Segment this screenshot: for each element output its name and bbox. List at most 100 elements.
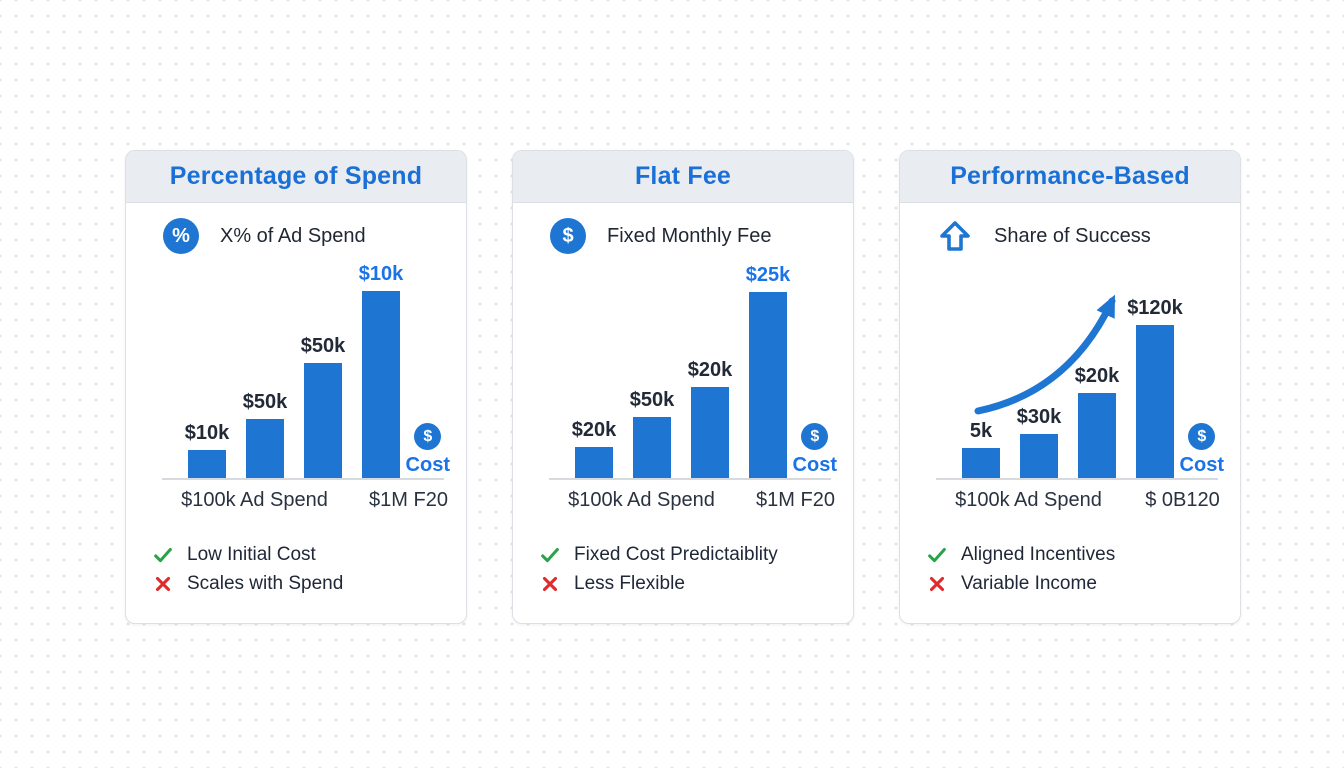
bar-item: $20k [1075,365,1119,478]
cross-icon [155,576,171,592]
bar-item: $30k [1017,406,1061,478]
bar [749,292,787,478]
bar-item: $25k [746,264,790,478]
pros-cons-list: Fixed Cost Predictaiblity Less Flexible [539,544,837,595]
dollar-circle-icon: $ [801,423,829,450]
x-axis-labels: $100k Ad Spend $ 0B120 [916,486,1224,514]
bar-value-label: $10k [184,422,230,444]
bar [304,363,342,478]
bar-value-label: $25k [745,264,791,286]
bar-value-label: $20k [571,419,617,441]
arrow-up-icon [940,221,970,251]
cost-legend-label: Cost [1179,454,1224,476]
x-axis-label: $100k Ad Spend [181,489,328,511]
model-subtitle: X% of Ad Spend [220,224,366,247]
bar-item: $20k [572,419,616,478]
card-title-text: Percentage of Spend [169,162,423,190]
bar [188,450,226,478]
bar-value-label: $20k [1074,365,1120,387]
bar [246,419,284,478]
x-axis-label: $ 0B120 [1145,489,1220,511]
bar [633,417,671,478]
bar-item: $50k [301,335,345,478]
pros-cons-list: Low Initial Cost Scales with Spend [152,544,450,595]
x-axis-labels: $100k Ad Spend $1M F20 [142,486,450,514]
bar [1078,393,1116,478]
bar-item: $10k [359,263,403,478]
con-text: Scales with Spend [187,573,344,594]
x-axis-label: $100k Ad Spend [955,489,1102,511]
con-text: Variable Income [961,573,1097,594]
card-title: Percentage of Spend [126,151,466,203]
bar-item: $50k [243,391,287,478]
cost-legend: $ Cost [793,423,837,477]
bar [575,447,613,478]
dollar-circle-icon: $ [1188,423,1216,450]
pricing-model-comparison: Percentage of Spend % X% of Ad Spend $10… [125,150,1241,624]
bar-item: $20k [688,359,732,478]
check-icon [541,547,559,563]
model-summary: $ Fixed Monthly Fee [550,217,837,255]
percent-icon: % [163,218,199,254]
check-icon [154,547,172,563]
model-summary: % X% of Ad Spend [163,217,450,255]
model-subtitle: Fixed Monthly Fee [607,224,772,247]
card-title: Performance-Based [900,151,1240,203]
bar-value-label: $30k [1016,406,1062,428]
bar-chart: $20k $50k $20k $25k $ Cost [549,261,837,480]
pro-text: Fixed Cost Predictaiblity [574,544,778,565]
card-flat-fee: Flat Fee $ Fixed Monthly Fee $20k $50k $… [512,150,854,624]
bar [362,291,400,478]
card-body: $ Fixed Monthly Fee $20k $50k $20k $25k [513,217,853,595]
bar-value-label: $50k [242,391,288,413]
pro-item: Low Initial Cost [152,544,450,566]
model-summary: Share of Success [937,217,1224,255]
pro-text: Aligned Incentives [961,544,1116,565]
bar [962,448,1000,478]
x-axis-label: $1M F20 [756,489,835,511]
card-performance-based: Performance-Based Share of Success [899,150,1241,624]
x-axis-label: $1M F20 [369,489,448,511]
bar-item: $50k [630,389,674,478]
card-title-text: Performance-Based [950,162,1190,190]
bar-value-label: $20k [687,359,733,381]
bar-chart: 5k $30k $20k $120k $ Cost [936,261,1224,480]
bar-value-label: $120k [1127,297,1183,319]
con-text: Less Flexible [574,573,685,594]
x-axis-labels: $100k Ad Spend $1M F20 [529,486,837,514]
model-subtitle: Share of Success [994,224,1151,247]
card-body: % X% of Ad Spend $10k $50k $50k $10k [126,217,466,595]
bar-item: $120k [1127,297,1183,478]
dollar-circle-icon: $ [414,423,442,450]
bar-value-label: $50k [629,389,675,411]
bar-value-label: $50k [300,335,346,357]
cost-legend: $ Cost [406,423,450,477]
cost-legend-label: Cost [792,454,837,476]
bar-value-label: 5k [969,420,993,442]
check-icon [928,547,946,563]
con-item: Scales with Spend [152,573,450,595]
pros-cons-list: Aligned Incentives Variable Income [926,544,1224,595]
cost-legend-label: Cost [405,454,450,476]
con-item: Variable Income [926,573,1224,595]
pro-text: Low Initial Cost [187,544,316,565]
card-title-text: Flat Fee [634,162,732,190]
pro-item: Fixed Cost Predictaiblity [539,544,837,566]
card-percentage-of-spend: Percentage of Spend % X% of Ad Spend $10… [125,150,467,624]
con-item: Less Flexible [539,573,837,595]
cross-icon [542,576,558,592]
bar [691,387,729,478]
card-title: Flat Fee [513,151,853,203]
x-axis-label: $100k Ad Spend [568,489,715,511]
bar [1136,325,1174,478]
bar-item: 5k [962,420,1000,478]
bar-chart: $10k $50k $50k $10k $ Cost [162,261,450,480]
pro-item: Aligned Incentives [926,544,1224,566]
bar-item: $10k [185,422,229,478]
bar-value-label: $10k [358,263,404,285]
bar [1020,434,1058,478]
dollar-icon: $ [550,218,586,254]
card-body: Share of Success 5k $30k [900,217,1240,595]
cross-icon [929,576,945,592]
cost-legend: $ Cost [1180,423,1224,477]
